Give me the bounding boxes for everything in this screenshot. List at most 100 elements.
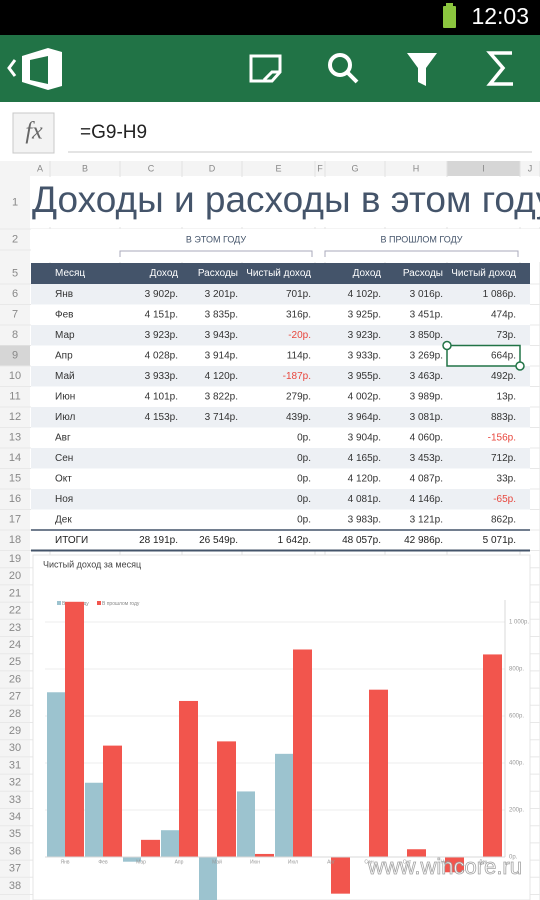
table-cell: 3 269р. [410,351,443,362]
table-cell: 3 016р. [410,289,443,300]
comment-button[interactable] [249,54,282,83]
table-cell: 3 121р. [410,515,443,526]
table-cell: 0р. [297,433,311,444]
table-row-bg [31,345,530,366]
table-cell: 3 914р. [205,351,238,362]
row-header: 19 [9,553,21,565]
bar [217,741,236,857]
table-cell: 883р. [491,412,516,423]
table-header: Доход [353,268,382,279]
y-tick-label: 200р. [509,808,524,814]
table-cell: 3 923р. [145,330,178,341]
x-tick-label: Фев [98,859,108,865]
filter-button[interactable] [407,53,437,86]
selected-column-header [447,161,520,176]
bar [103,745,122,857]
table-row-bg [31,386,530,407]
table-header: Доход [150,268,179,279]
row-header: 22 [9,605,21,617]
watermark: www.wincore.ru [367,854,522,879]
selected-row-header [0,345,30,366]
bar [369,689,388,857]
table-cell: 664р. [491,351,516,362]
table-cell: 4 120р. [205,371,238,382]
fx-button[interactable] [12,112,55,154]
table-cell: Янв [55,289,73,300]
x-tick-label: Ноя [440,859,449,865]
row-header: 5 [12,267,18,279]
row-header: 7 [12,309,18,321]
table-header: Месяц [55,268,85,279]
sum-button[interactable] [486,51,513,86]
group-bg [31,229,540,262]
table-header: Расходы [198,268,238,279]
fx-label: fx [25,119,43,145]
bar [85,782,103,857]
table-row-bg [31,468,530,489]
column-header: D [209,163,216,173]
table-cell: 3 983р. [348,515,381,526]
column-header: G [351,163,358,173]
table-cell: 4 081р. [348,494,381,505]
x-tick-label: Янв [60,859,69,865]
table-total-bg [31,530,530,551]
chart-title: Чистый доход за месяц [43,559,141,569]
table-header-bg [31,263,530,284]
column-header: A [37,163,43,173]
y-tick-label: 1 000р. [509,620,529,626]
x-tick-label: Авг [327,859,335,865]
table-cell: 0р. [297,474,311,485]
table-cell: 3 822р. [205,392,238,403]
legend-swatch [57,601,61,605]
row-header: 35 [9,828,21,840]
y-tick-label: 600р. [509,714,524,720]
table-row-bg [31,448,530,469]
selection-handle [515,361,525,371]
table-cell: 4 060р. [410,433,443,444]
search-button[interactable] [328,53,359,84]
table-cell: 0р. [297,494,311,505]
office-logo[interactable] [22,48,62,90]
table-cell: 3 463р. [410,371,443,382]
table-cell: -65р. [493,494,516,505]
table-cell: 279р. [286,392,311,403]
formula-text[interactable]: =G9-H9 [80,122,147,143]
bar [293,649,312,857]
x-tick-label: Сен [364,859,373,865]
x-tick-label: Апр [175,859,184,865]
x-tick-label: Мар [136,859,146,865]
table-cell: 4 153р. [145,412,178,423]
table-total: ИТОГИ [55,535,88,546]
x-tick-label: Июл [288,859,298,865]
table-cell: Апр [55,351,73,362]
row-header: 24 [9,639,21,651]
table-cell: 862р. [491,515,516,526]
bar [275,753,293,857]
table-total: 28 191р. [139,535,178,546]
table-cell: Авг [55,433,71,444]
legend-swatch [97,601,101,605]
row-header: 27 [9,691,21,703]
row-header: 11 [9,391,20,403]
column-header: E [275,163,281,173]
x-tick-label: Июн [250,859,260,865]
row-header: 31 [9,759,21,771]
row-header: 6 [12,288,18,300]
row-header: 36 [9,845,21,857]
table-cell: 3 201р. [205,289,238,300]
table-cell: 3 714р. [205,412,238,423]
sheet-title: Доходы и расходы в этом году [32,179,540,220]
column-header-band [0,161,540,176]
table-row-bg [31,509,530,530]
row-header: 1 [12,196,18,208]
back-button[interactable] [7,59,17,77]
table-cell: 3 453р. [410,453,443,464]
bar [199,857,217,900]
row-header: 28 [9,708,21,720]
column-header: C [148,163,155,173]
table-cell: 712р. [491,453,516,464]
table-row-bg [31,366,530,387]
row-header: 16 [9,493,21,505]
table-cell: 4 102р. [348,289,381,300]
